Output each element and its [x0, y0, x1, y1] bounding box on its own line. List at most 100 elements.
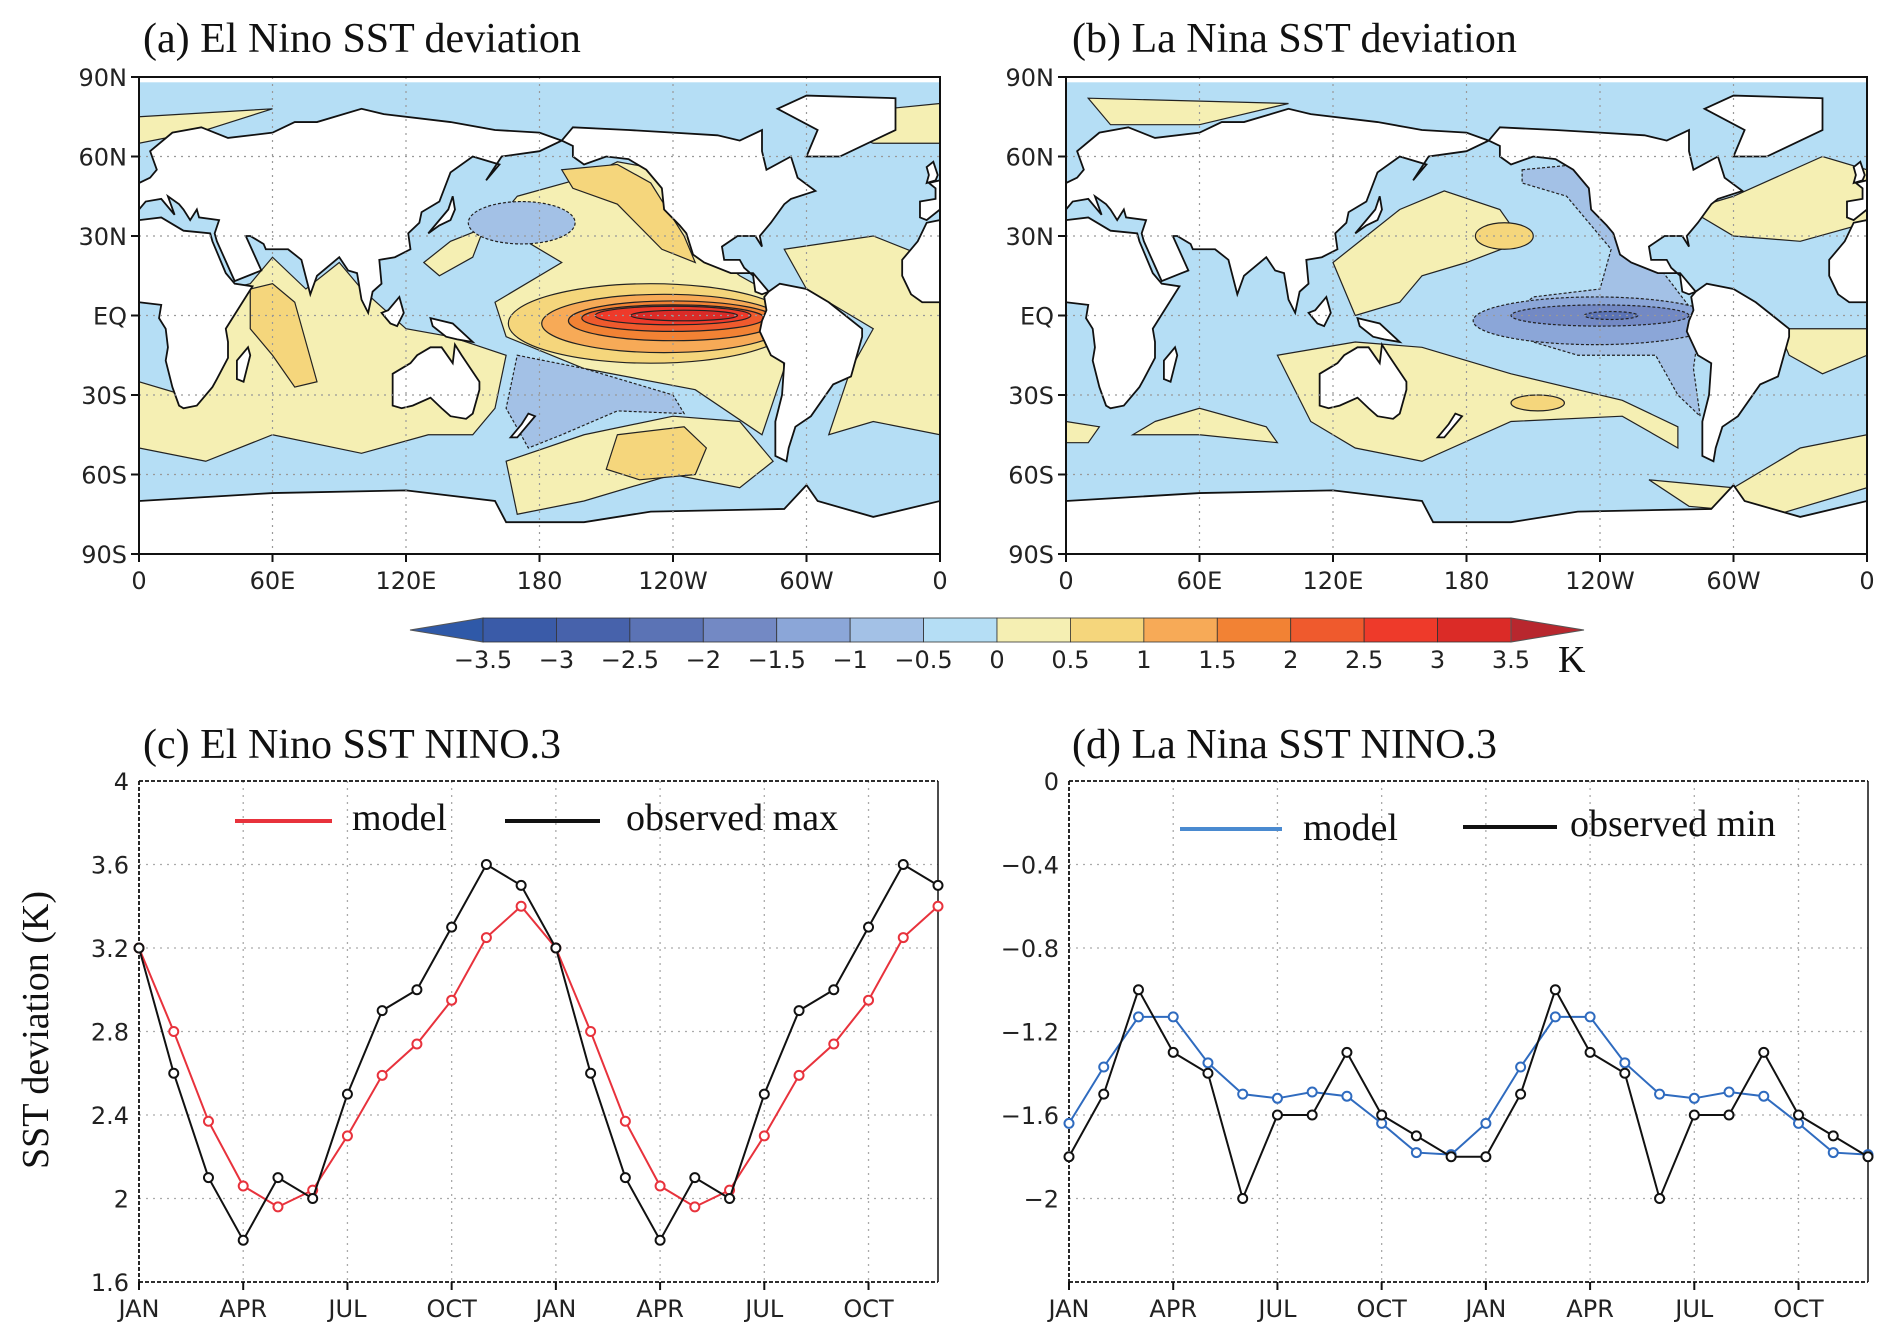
x-tick-label: APR — [219, 1295, 267, 1323]
data-point — [1480, 1117, 1492, 1129]
y-axis-label: SST deviation (K) — [15, 891, 57, 1169]
data-point — [1654, 1088, 1666, 1100]
land-namerica — [1487, 126, 1745, 296]
land-newzealand — [1435, 412, 1464, 439]
land-japan — [427, 195, 456, 235]
land-africaW — [1828, 219, 1867, 304]
land-eurasia — [1066, 107, 1492, 316]
x-tick-label: JUL — [743, 1295, 784, 1323]
x-tick-label: JAN — [1046, 1295, 1089, 1323]
colorbar-label: −1.5 — [748, 646, 806, 674]
data-point — [1376, 1109, 1388, 1121]
lon-tick-label: 180 — [1444, 567, 1490, 595]
land-samerica — [1685, 282, 1791, 463]
chart-el-nino-nino3: 1.6 2 2.4 2.8 3.2 3.6 4 JAN APR JUL OCT JAN APR JUL OC… — [91, 768, 944, 1323]
land-samerica — [758, 282, 864, 463]
data-point — [932, 900, 944, 912]
data-point — [1132, 984, 1144, 996]
land-madagascar — [1163, 345, 1179, 383]
colorbar-bin — [776, 617, 851, 643]
data-point — [168, 1026, 180, 1037]
colorbar-label: 2 — [1283, 646, 1298, 674]
series-line — [138, 863, 939, 1243]
data-point — [1237, 1193, 1249, 1204]
land-newguinea — [429, 316, 476, 344]
data-point — [897, 932, 909, 944]
data-point — [1827, 1147, 1839, 1159]
anomaly-region — [422, 226, 485, 277]
lat-tick-label: 60N — [1006, 144, 1055, 172]
anomaly-contour — [1474, 222, 1534, 250]
y-tick-label: −1.6 — [1001, 1102, 1059, 1130]
data-point — [863, 994, 875, 1006]
anomaly-contour — [1583, 310, 1639, 321]
data-point — [272, 1172, 284, 1184]
data-point — [828, 1038, 840, 1050]
data-point — [758, 1130, 770, 1142]
lon-tick-label: 0 — [1058, 567, 1073, 595]
lat-tick-label: 30S — [81, 382, 127, 410]
colorbar-bin — [1363, 617, 1438, 643]
colorbar-bin — [482, 617, 557, 643]
land-africaW — [901, 219, 940, 304]
land-greenland — [1702, 94, 1824, 158]
data-point — [654, 1234, 666, 1246]
data-point — [480, 932, 492, 944]
data-point — [237, 1234, 249, 1246]
data-point — [1271, 1109, 1283, 1121]
lat-tick-label: 90N — [1006, 64, 1055, 92]
data-point — [202, 1172, 214, 1184]
data-point — [1549, 984, 1561, 996]
y-tick-label: −0.4 — [1001, 852, 1059, 880]
anomaly-region — [1130, 407, 1279, 444]
y-tick-label: 4 — [114, 768, 129, 796]
anomaly-region — [249, 283, 318, 388]
data-point — [585, 1026, 597, 1037]
x-tick-label: OCT — [1356, 1295, 1407, 1323]
data-point — [480, 859, 492, 870]
colorbar-bin — [1437, 617, 1512, 643]
land-australia — [391, 342, 481, 420]
chart-c-title: (c) El Nino SST NINO.3 — [143, 722, 561, 768]
data-point — [1619, 1067, 1631, 1079]
data-point — [341, 1088, 353, 1100]
colorbar-bin — [923, 617, 998, 643]
data-point — [689, 1172, 701, 1184]
colorbar-bin — [1143, 617, 1218, 643]
y-tick-label: 3.2 — [91, 935, 129, 963]
lon-tick-label: 0 — [932, 567, 947, 595]
y-tick-label: 2.8 — [91, 1019, 129, 1047]
y-tick-label: 2.4 — [91, 1102, 129, 1130]
x-tick-label: JAN — [533, 1295, 576, 1323]
data-point — [758, 1088, 770, 1100]
data-point — [1410, 1147, 1422, 1159]
data-point — [1688, 1092, 1700, 1104]
y-tick-label: 3.6 — [91, 852, 129, 880]
data-point — [1515, 1088, 1527, 1100]
map-el-nino-field — [139, 77, 940, 554]
data-point — [897, 859, 909, 870]
lon-tick-label: 0 — [131, 567, 146, 595]
data-point — [1584, 1046, 1596, 1058]
x-tick-label: JUL — [1673, 1295, 1714, 1323]
land-africa — [139, 216, 254, 410]
data-point — [550, 942, 562, 954]
x-tick-label: OCT — [426, 1295, 477, 1323]
lat-tick-label: EQ — [93, 303, 127, 331]
lon-tick-label: 60E — [1177, 567, 1223, 595]
colorbar-label: 2.5 — [1345, 646, 1383, 674]
data-point — [515, 900, 527, 912]
land-eurasia — [139, 107, 565, 316]
data-point — [689, 1201, 701, 1213]
data-point — [1549, 1011, 1561, 1023]
data-point — [1654, 1193, 1666, 1204]
legend-label-observed-d: observed min — [1570, 803, 1776, 845]
data-point — [272, 1201, 284, 1213]
x-tick-label: OCT — [1773, 1295, 1824, 1323]
land-newzealand — [508, 412, 537, 439]
series-line — [1068, 1015, 1869, 1156]
colorbar-label: −0.5 — [894, 646, 952, 674]
data-point — [619, 1115, 631, 1127]
land-borneo — [1307, 295, 1332, 328]
data-point — [1515, 1061, 1527, 1073]
